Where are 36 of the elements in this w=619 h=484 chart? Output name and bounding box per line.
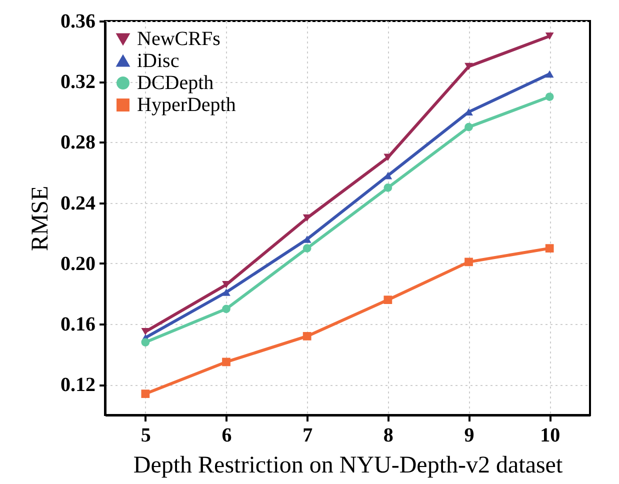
y-tick-label: 0.12 (60, 374, 96, 396)
point (141, 338, 150, 346)
point (222, 288, 230, 296)
legend-label: NewCRFs (137, 28, 221, 50)
point (464, 122, 473, 132)
y-tick-label: 0.24 (60, 192, 96, 214)
x-axis-title: Depth Restriction on NYU-Depth-v2 dataset (133, 452, 563, 478)
x-tick-label: 5 (140, 424, 151, 446)
point (545, 244, 554, 252)
point (464, 62, 473, 70)
y-axis-title: RMSE (28, 186, 54, 252)
x-tick-label: 8 (383, 424, 394, 446)
x-tick-label: 10 (540, 424, 560, 446)
y-tick-label: 0.28 (60, 132, 96, 154)
y-tick-label: 0.20 (60, 252, 96, 275)
point (302, 332, 312, 340)
x-tick-label: 7 (302, 424, 313, 446)
point (545, 92, 554, 101)
point (384, 184, 392, 192)
x-tick-label: 6 (222, 424, 232, 446)
point (384, 296, 392, 304)
y-tick-label: 0.16 (60, 314, 96, 336)
point (464, 258, 473, 266)
point (222, 304, 230, 314)
point (302, 244, 312, 252)
legend-label: iDisc (137, 50, 180, 72)
point (141, 328, 150, 336)
legend-label: DCDepth (137, 72, 214, 94)
point (222, 358, 230, 366)
point (545, 70, 554, 78)
y-tick-label: 0.36 (60, 10, 96, 32)
point (141, 390, 150, 398)
y-tick-label: 0.32 (60, 71, 96, 94)
legend-label: HyperDepth (137, 94, 236, 116)
point (545, 32, 554, 40)
x-tick-label: 9 (464, 424, 474, 446)
